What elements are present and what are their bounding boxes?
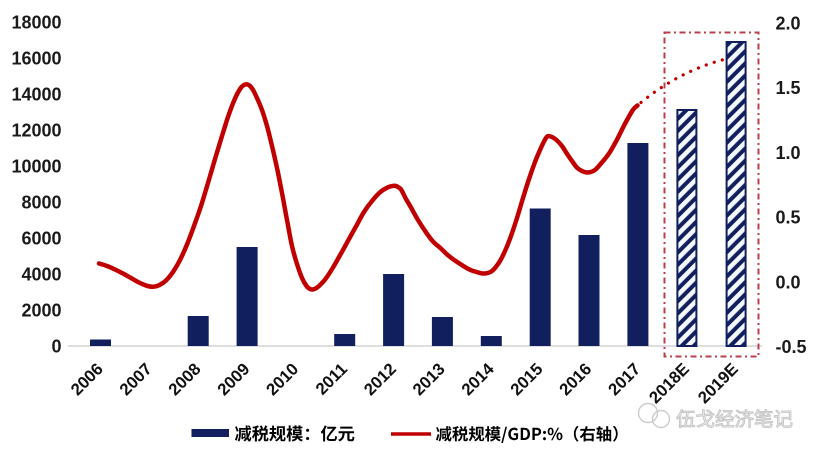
svg-text:18000: 18000 — [11, 13, 61, 33]
svg-text:1.0: 1.0 — [776, 143, 801, 163]
svg-text:14000: 14000 — [11, 85, 61, 105]
svg-text:10000: 10000 — [11, 157, 61, 177]
svg-text:6000: 6000 — [21, 229, 61, 249]
svg-text:8000: 8000 — [21, 193, 61, 213]
svg-text:16000: 16000 — [11, 49, 61, 69]
svg-text:0: 0 — [51, 337, 61, 357]
svg-text:2.0: 2.0 — [776, 14, 801, 34]
svg-text:1.5: 1.5 — [776, 78, 801, 98]
svg-text:2000: 2000 — [21, 301, 61, 321]
svg-text:0.5: 0.5 — [776, 208, 801, 228]
svg-text:-0.5: -0.5 — [776, 337, 807, 357]
svg-text:4000: 4000 — [21, 265, 61, 285]
svg-text:12000: 12000 — [11, 121, 61, 141]
svg-text:0.0: 0.0 — [776, 272, 801, 292]
